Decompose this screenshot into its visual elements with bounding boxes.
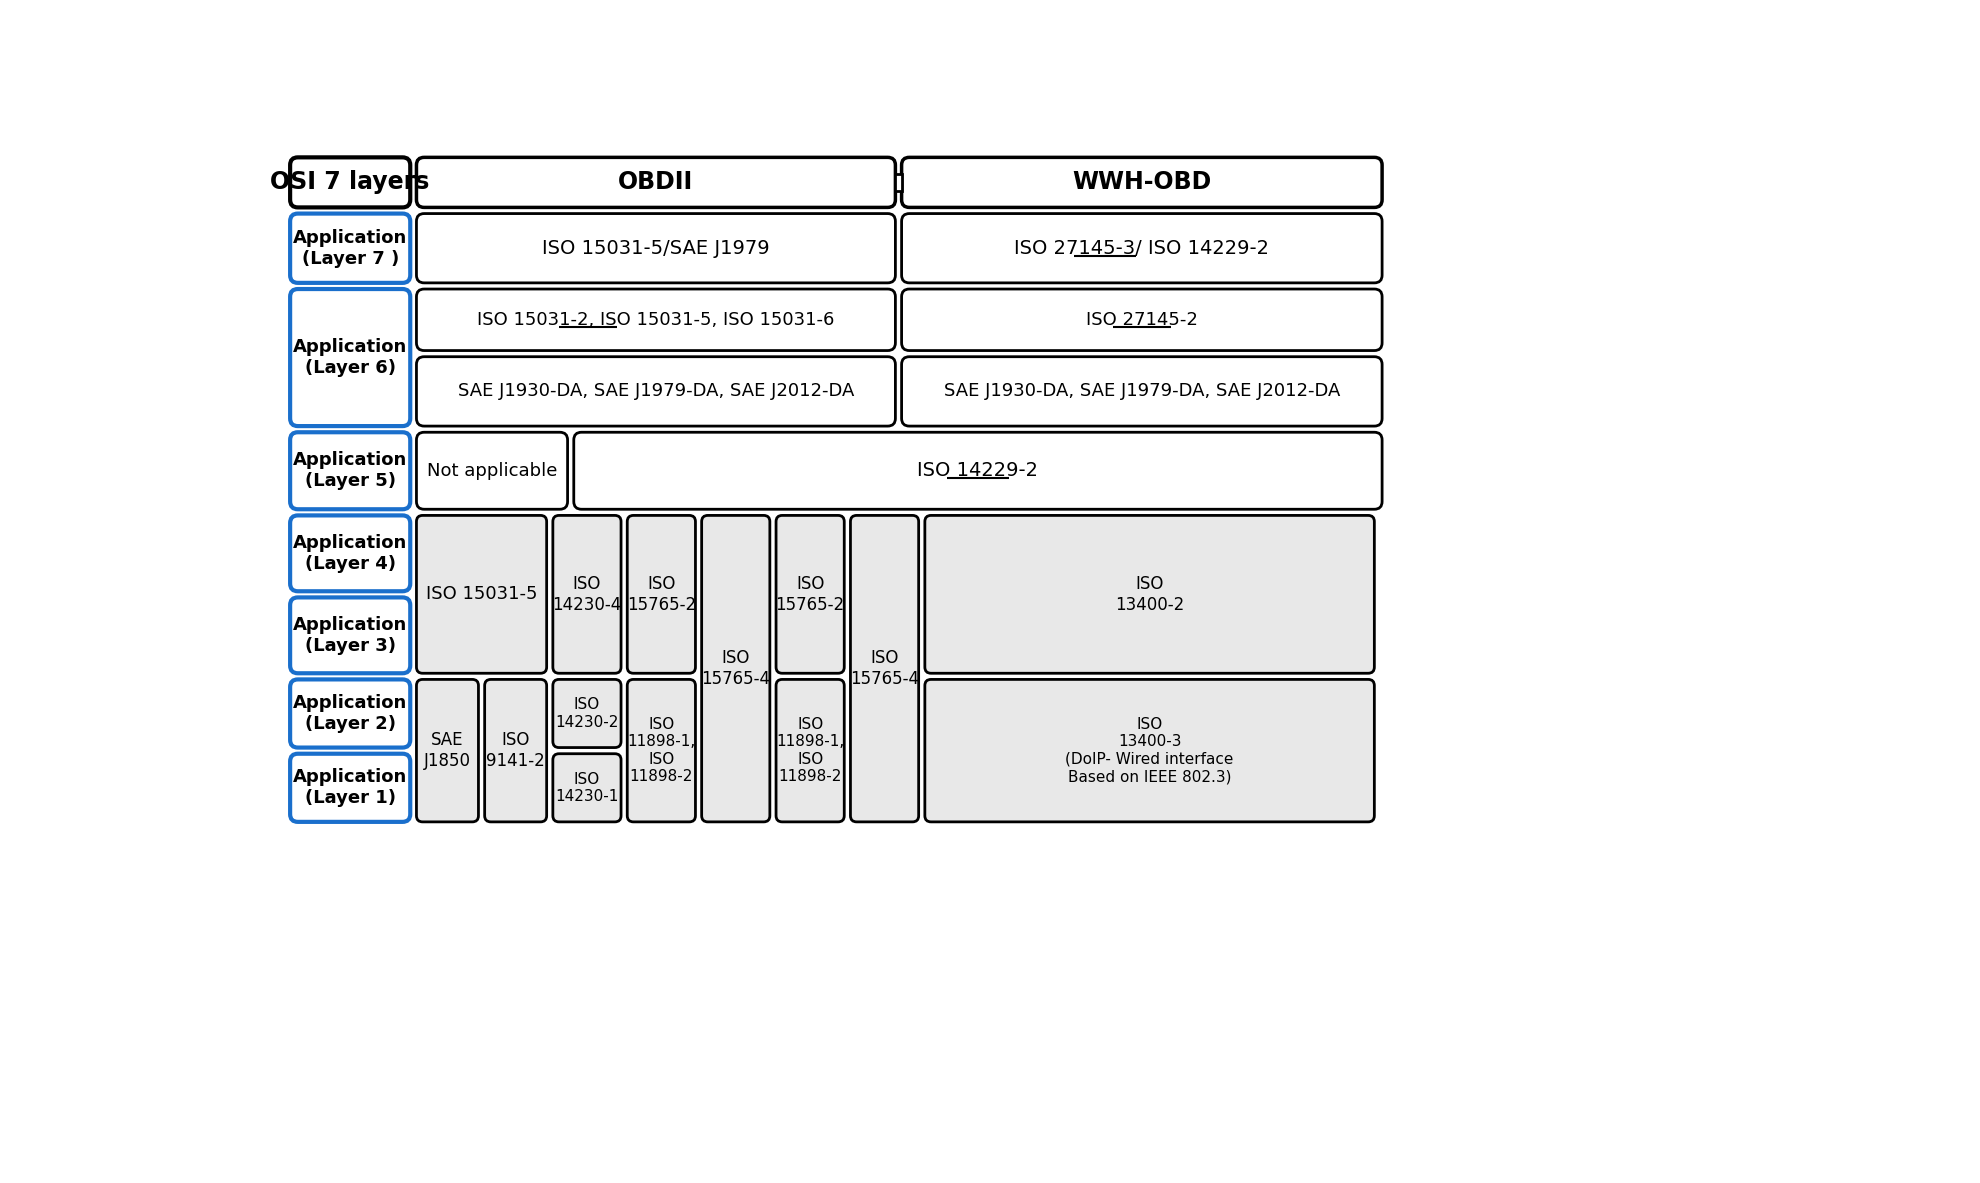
Text: ISO 15031-5: ISO 15031-5: [426, 586, 537, 603]
FancyBboxPatch shape: [416, 432, 568, 509]
FancyBboxPatch shape: [628, 516, 695, 673]
FancyBboxPatch shape: [416, 679, 479, 822]
Text: SAE J1930-DA, SAE J1979-DA, SAE J2012-DA: SAE J1930-DA, SAE J1979-DA, SAE J2012-DA: [457, 382, 853, 400]
FancyBboxPatch shape: [416, 357, 895, 426]
FancyBboxPatch shape: [291, 516, 410, 592]
FancyBboxPatch shape: [701, 516, 770, 822]
Text: ISO
14230-4: ISO 14230-4: [552, 575, 622, 614]
Text: Not applicable: Not applicable: [428, 461, 556, 480]
Text: ISO
14230-2: ISO 14230-2: [554, 697, 618, 730]
Text: ISO
11898-1,
ISO
11898-2: ISO 11898-1, ISO 11898-2: [776, 717, 843, 784]
FancyBboxPatch shape: [574, 432, 1382, 509]
FancyBboxPatch shape: [416, 214, 895, 283]
FancyBboxPatch shape: [776, 679, 843, 822]
FancyBboxPatch shape: [552, 679, 622, 748]
FancyBboxPatch shape: [925, 679, 1374, 822]
Text: ISO
15765-4: ISO 15765-4: [701, 649, 770, 689]
FancyBboxPatch shape: [901, 289, 1382, 350]
FancyBboxPatch shape: [291, 597, 410, 673]
Text: ISO
15765-4: ISO 15765-4: [849, 649, 919, 689]
Text: ISO
15765-2: ISO 15765-2: [628, 575, 695, 614]
FancyBboxPatch shape: [291, 432, 410, 509]
Text: ISO 15031-5/SAE J1979: ISO 15031-5/SAE J1979: [543, 239, 770, 258]
Text: Application
(Layer 1): Application (Layer 1): [293, 769, 408, 807]
Text: ISO
13400-2: ISO 13400-2: [1115, 575, 1184, 614]
Text: Application
(Layer 3): Application (Layer 3): [293, 616, 408, 654]
FancyBboxPatch shape: [291, 214, 410, 283]
Text: ISO
15765-2: ISO 15765-2: [776, 575, 845, 614]
FancyBboxPatch shape: [291, 679, 410, 748]
Text: ISO
14230-1: ISO 14230-1: [554, 771, 618, 804]
Text: ISO 14229-2: ISO 14229-2: [917, 461, 1038, 480]
Text: ISO 27145-2: ISO 27145-2: [1085, 311, 1198, 329]
Text: ISO 27145-3/ ISO 14229-2: ISO 27145-3/ ISO 14229-2: [1014, 239, 1269, 258]
FancyBboxPatch shape: [851, 516, 919, 822]
FancyBboxPatch shape: [416, 157, 895, 207]
Text: ISO
9141-2: ISO 9141-2: [487, 731, 544, 770]
Text: ISO
11898-1,
ISO
11898-2: ISO 11898-1, ISO 11898-2: [628, 717, 695, 784]
FancyBboxPatch shape: [895, 174, 901, 190]
FancyBboxPatch shape: [901, 157, 1382, 207]
FancyBboxPatch shape: [552, 754, 622, 822]
Text: Application
(Layer 4): Application (Layer 4): [293, 534, 408, 573]
FancyBboxPatch shape: [291, 754, 410, 822]
FancyBboxPatch shape: [416, 289, 895, 350]
Text: SAE J1930-DA, SAE J1979-DA, SAE J2012-DA: SAE J1930-DA, SAE J1979-DA, SAE J2012-DA: [944, 382, 1340, 400]
Text: ISO 15031-2, ISO 15031-5, ISO 15031-6: ISO 15031-2, ISO 15031-5, ISO 15031-6: [477, 311, 836, 329]
FancyBboxPatch shape: [901, 214, 1382, 283]
FancyBboxPatch shape: [925, 516, 1374, 673]
Text: SAE
J1850: SAE J1850: [424, 731, 471, 770]
Text: Application
(Layer 2): Application (Layer 2): [293, 694, 408, 733]
FancyBboxPatch shape: [776, 516, 843, 673]
Text: Application
(Layer 7 ): Application (Layer 7 ): [293, 228, 408, 267]
Text: WWH-OBD: WWH-OBD: [1073, 170, 1212, 194]
FancyBboxPatch shape: [291, 289, 410, 426]
FancyBboxPatch shape: [628, 679, 695, 822]
FancyBboxPatch shape: [416, 516, 546, 673]
Text: OBDII: OBDII: [618, 170, 693, 194]
Text: ISO
13400-3
(DoIP- Wired interface
Based on IEEE 802.3): ISO 13400-3 (DoIP- Wired interface Based…: [1065, 717, 1234, 784]
FancyBboxPatch shape: [291, 157, 410, 207]
FancyBboxPatch shape: [552, 516, 622, 673]
FancyBboxPatch shape: [901, 357, 1382, 426]
FancyBboxPatch shape: [485, 679, 546, 822]
Text: OSI 7 layers: OSI 7 layers: [271, 170, 430, 194]
Text: Application
(Layer 5): Application (Layer 5): [293, 452, 408, 490]
Text: Application
(Layer 6): Application (Layer 6): [293, 338, 408, 377]
